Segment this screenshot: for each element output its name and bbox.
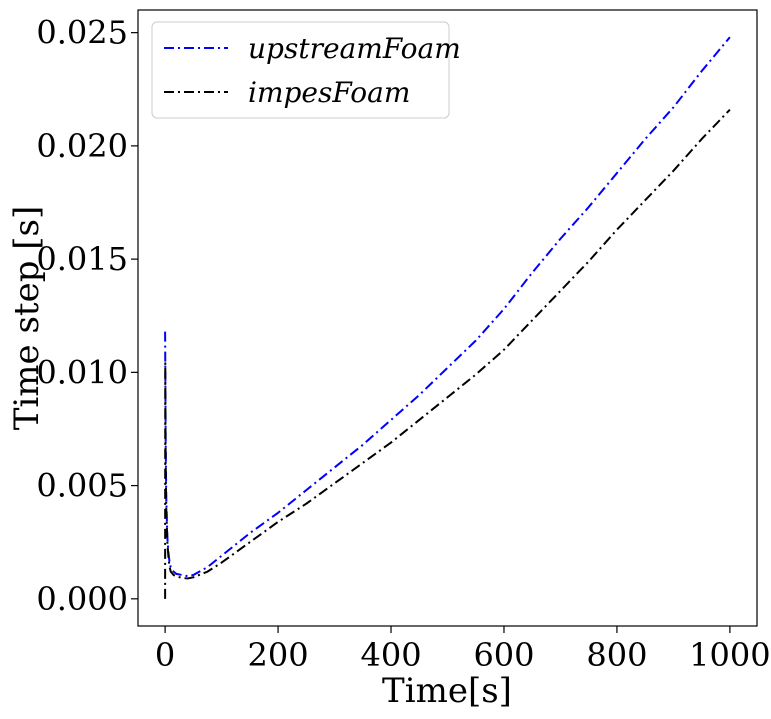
y-tick-label: 0.000 [36, 580, 128, 618]
x-tick-label: 1000 [689, 636, 770, 674]
x-tick-label: 800 [586, 636, 647, 674]
y-axis-label: Time step [s] [7, 206, 47, 431]
y-tick-label: 0.025 [36, 14, 128, 52]
y-tick-label: 0.020 [36, 127, 128, 165]
x-axis-label: Time[s] [382, 671, 512, 711]
legend-box [151, 21, 450, 119]
x-tick-label: 0 [155, 636, 175, 674]
tick-layer: 0 200 400 600 800 1000 0.000 0.005 0.010 0.015 0.0… [36, 14, 770, 674]
plot-frame [137, 9, 758, 627]
legend: upstreamFoam impesFoam [151, 21, 461, 119]
y-tick-label: 0.005 [36, 467, 128, 505]
y-tick-label: 0.015 [36, 240, 128, 278]
y-tick-label: 0.010 [36, 353, 128, 391]
x-tick-label: 200 [248, 636, 309, 674]
x-tick-label: 400 [360, 636, 421, 674]
legend-label-upstreamfoam: upstreamFoam [248, 32, 461, 65]
series-layer [164, 36, 731, 599]
x-tick-label: 600 [473, 636, 534, 674]
series-line-impesfoam [164, 108, 731, 599]
legend-label-impesfoam: impesFoam [248, 76, 410, 109]
